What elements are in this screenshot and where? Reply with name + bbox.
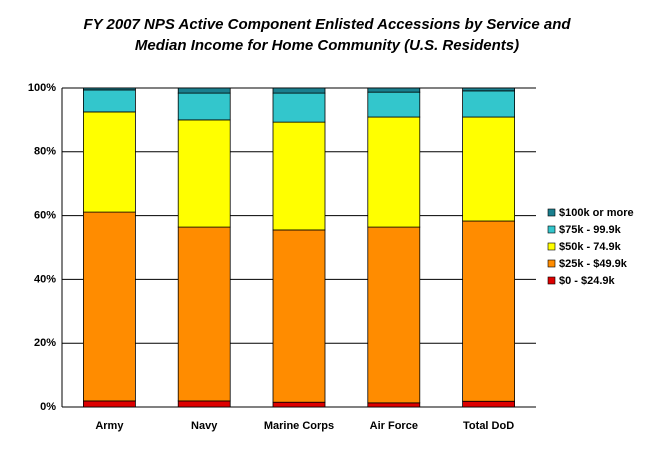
chart-title: Median Income for Home Community (U.S. R…	[135, 37, 519, 54]
bar-segment	[83, 89, 136, 113]
legend-label: $75k - 99.9k	[559, 224, 622, 236]
legend-swatch	[547, 242, 556, 251]
x-tick-label: Marine Corps	[264, 420, 334, 432]
y-tick-label: 60%	[34, 210, 56, 222]
bar-segment	[272, 229, 326, 403]
y-tick-label: 0%	[40, 401, 56, 413]
legend-label: $25k - $49.9k	[559, 258, 628, 270]
y-tick-label: 80%	[34, 146, 56, 158]
bar-segment	[272, 121, 326, 231]
bar-segment	[272, 92, 326, 123]
bar-segment	[83, 211, 136, 402]
bar-segment	[177, 119, 231, 228]
bar-segment	[83, 111, 136, 213]
bar-segment	[462, 220, 516, 402]
legend-swatch	[547, 208, 556, 217]
bar-segment	[367, 87, 421, 93]
bar-segment	[272, 401, 326, 408]
bar-segment	[462, 87, 516, 92]
legend-label: $100k or more	[559, 207, 634, 219]
bar-segment	[177, 92, 231, 121]
x-tick-label: Navy	[191, 420, 218, 432]
bar-segment	[83, 400, 136, 408]
bar-segment	[177, 400, 231, 408]
x-tick-label: Total DoD	[463, 420, 514, 432]
bar-segment	[177, 226, 231, 402]
legend-swatch	[547, 259, 556, 268]
bar-segment	[462, 116, 516, 222]
legend-label: $50k - 74.9k	[559, 241, 622, 253]
x-tick-label: Air Force	[370, 420, 418, 432]
legend-label: $0 - $24.9k	[559, 275, 616, 287]
bar-segment	[83, 87, 136, 91]
legend-swatch	[547, 276, 556, 285]
bar-segment	[367, 91, 421, 118]
bar-segment	[367, 226, 421, 404]
x-tick-label: Army	[95, 420, 124, 432]
y-tick-label: 40%	[34, 273, 56, 285]
bar-segment	[177, 87, 231, 94]
legend-swatch	[547, 225, 556, 234]
bar-segment	[462, 400, 516, 408]
bar-segment	[367, 116, 421, 228]
bar-segment	[367, 402, 421, 408]
bar-segment	[272, 87, 326, 94]
y-tick-label: 20%	[34, 337, 56, 349]
y-tick-label: 100%	[28, 82, 56, 94]
bar-segment	[462, 90, 516, 118]
chart-title: FY 2007 NPS Active Component Enlisted Ac…	[83, 16, 571, 33]
